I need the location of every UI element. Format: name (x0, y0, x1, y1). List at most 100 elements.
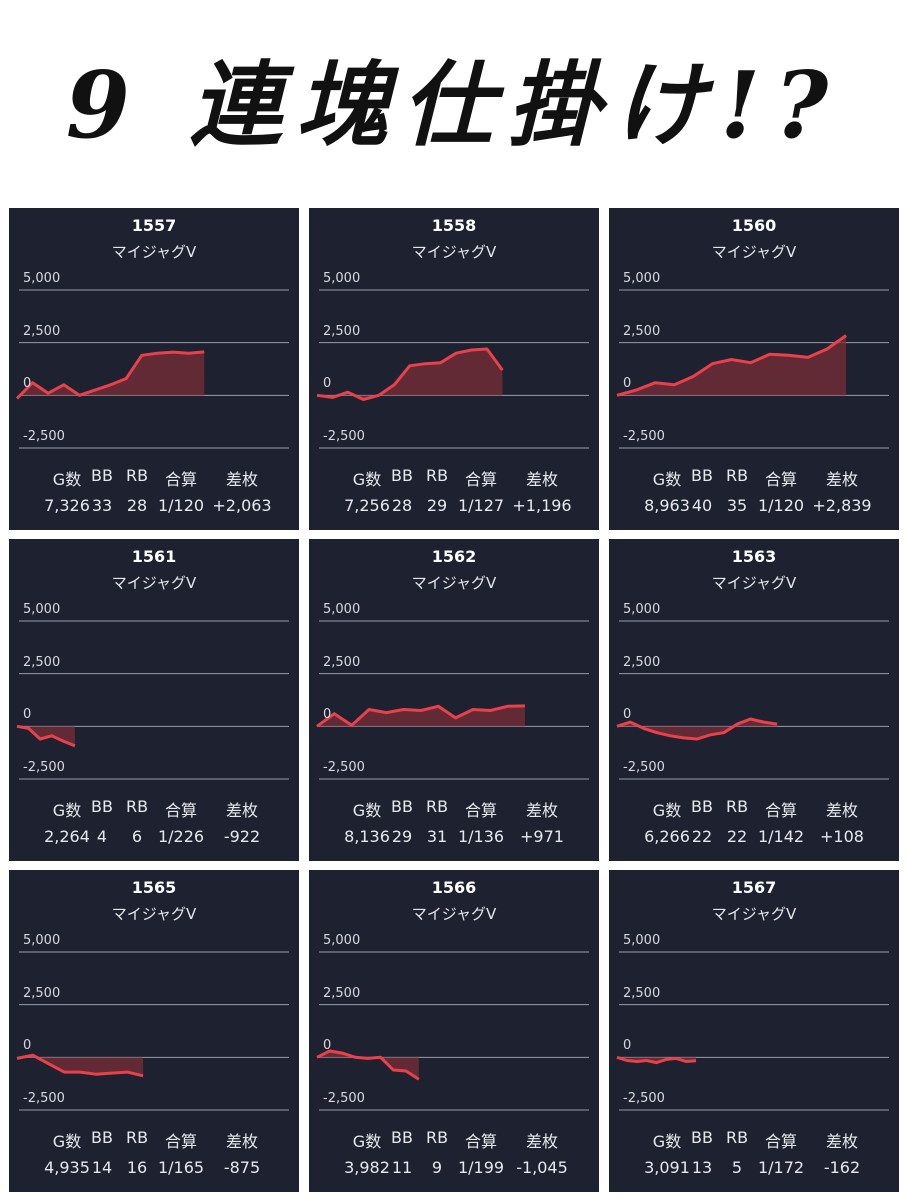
y-tick-label: 0 (323, 376, 332, 392)
stat-header: 合算 (764, 470, 798, 489)
y-tick-label: -2,500 (23, 1091, 65, 1106)
stat-value: 16 (126, 1158, 148, 1177)
stat-header: BB (691, 797, 713, 816)
series-area (317, 1051, 419, 1080)
machine-number: 1561 (131, 547, 177, 566)
y-tick-label: 5,000 (323, 271, 361, 286)
stat-header: RB (125, 466, 149, 485)
stat-header: 差枚 (825, 470, 859, 489)
stat-value: 1/142 (757, 827, 805, 846)
stats-header-row: G数 BB RB 合算 差枚 (309, 797, 599, 820)
machine-number: 1563 (731, 547, 777, 566)
line-chart (16, 951, 289, 1111)
y-tick-label: -2,500 (323, 1091, 365, 1106)
line-chart (616, 951, 889, 1111)
y-tick-label: 2,500 (323, 654, 361, 670)
y-tick-label: -2,500 (623, 1091, 665, 1106)
y-tick-label: -2,500 (323, 429, 365, 444)
machine-panel: 1558 マイジャグV 5,000 2,500 0 -2,500 G数 BB RB 合算 差枚 7,2… (309, 208, 599, 530)
stat-header: BB (691, 1128, 713, 1147)
stats-value-row: 7,256 28 29 1/127 +1,196 (309, 496, 599, 518)
stat-header: 差枚 (225, 1132, 259, 1151)
stat-header: 差枚 (825, 1132, 859, 1151)
machine-model: マイジャグV (411, 905, 497, 923)
machine-number: 1560 (731, 216, 777, 235)
stat-value: 3,091 (644, 1158, 690, 1177)
stat-header: BB (691, 466, 713, 485)
stat-header: BB (391, 797, 413, 816)
machine-panel: 1563 マイジャグV 5,000 2,500 0 -2,500 G数 BB RB 合算 差枚 6,2… (609, 539, 899, 861)
y-tick-label: 5,000 (623, 933, 661, 948)
y-tick-label: -2,500 (323, 760, 365, 775)
line-chart (316, 620, 589, 780)
stat-value: 11 (391, 1158, 413, 1177)
stat-header: BB (91, 1128, 113, 1147)
stats-header-row: G数 BB RB 合算 差枚 (309, 466, 599, 489)
stat-value: 22 (726, 827, 748, 846)
stat-header: BB (391, 466, 413, 485)
stats-header-row: G数 BB RB 合算 差枚 (609, 1128, 899, 1151)
y-tick-label: 2,500 (23, 323, 61, 339)
y-tick-label: 0 (323, 707, 332, 723)
series-line (16, 724, 76, 748)
stat-value: 1/172 (757, 1158, 805, 1177)
stat-header: BB (91, 466, 113, 485)
stat-value: +2,839 (812, 496, 872, 515)
stat-header: RB (725, 466, 749, 485)
stat-value: 8,136 (344, 827, 390, 846)
stat-value: 14 (91, 1158, 113, 1177)
machine-number: 1567 (731, 878, 777, 897)
machine-model: マイジャグV (111, 243, 197, 261)
stat-value: 1/120 (757, 496, 805, 515)
stats-value-row: 4,935 14 16 1/165 -875 (9, 1158, 299, 1180)
stat-value: 1/120 (157, 496, 205, 515)
stat-value: 3,982 (344, 1158, 390, 1177)
stat-header: 合算 (464, 1132, 498, 1151)
series-line (15, 350, 205, 400)
stats-header-row: G数 BB RB 合算 差枚 (309, 1128, 599, 1151)
machine-panel: 1565 マイジャグV 5,000 2,500 0 -2,500 G数 BB RB 合算 差枚 4,9… (9, 870, 299, 1192)
stat-header: G数 (652, 1132, 682, 1151)
line-chart (316, 289, 589, 449)
y-tick-label: 2,500 (23, 985, 61, 1001)
series-line (616, 1055, 697, 1065)
y-tick-label: 0 (623, 1038, 632, 1054)
machine-model: マイジャグV (711, 243, 797, 261)
stat-header: 合算 (164, 1132, 198, 1151)
stat-value: 6,266 (644, 827, 690, 846)
y-tick-label: 5,000 (323, 933, 361, 948)
line-chart (616, 289, 889, 449)
machine-panel: 1567 マイジャグV 5,000 2,500 0 -2,500 G数 BB RB 合算 差枚 3,0… (609, 870, 899, 1192)
stat-header: G数 (652, 470, 682, 489)
machine-panel: 1566 マイジャグV 5,000 2,500 0 -2,500 G数 BB RB 合算 差枚 3,9… (309, 870, 599, 1192)
stat-value: 1/165 (157, 1158, 205, 1177)
page-title: 9 連塊仕掛け!? (65, 50, 843, 159)
stat-header: 合算 (164, 801, 198, 820)
machine-panel: 1560 マイジャグV 5,000 2,500 0 -2,500 G数 BB RB 合算 差枚 8,9… (609, 208, 899, 530)
stat-value: +108 (820, 827, 864, 846)
stat-header: RB (125, 797, 149, 816)
machine-model: マイジャグV (711, 905, 797, 923)
stat-header: G数 (352, 470, 382, 489)
stats-header-row: G数 BB RB 合算 差枚 (609, 797, 899, 820)
stat-value: 13 (691, 1158, 713, 1177)
stat-header: BB (91, 797, 113, 816)
stat-value: 2,264 (44, 827, 90, 846)
stats-header-row: G数 BB RB 合算 差枚 (9, 1128, 299, 1151)
stat-value: 29 (391, 827, 413, 846)
series-area (617, 335, 847, 396)
stat-value: 9 (431, 1158, 443, 1177)
stats-value-row: 8,136 29 31 1/136 +971 (309, 827, 599, 849)
y-tick-label: -2,500 (23, 760, 65, 775)
stat-value: 33 (91, 496, 113, 515)
stat-value: 35 (726, 496, 748, 515)
machine-panel: 1562 マイジャグV 5,000 2,500 0 -2,500 G数 BB RB 合算 差枚 8,1… (309, 539, 599, 861)
stat-value: 1/136 (457, 827, 505, 846)
stat-value: 7,326 (44, 496, 90, 515)
machine-model: マイジャグV (111, 574, 197, 592)
stat-header: RB (725, 797, 749, 816)
stat-header: 差枚 (825, 801, 859, 820)
stat-header: 差枚 (225, 801, 259, 820)
stat-value: 40 (691, 496, 713, 515)
y-tick-label: 5,000 (623, 602, 661, 617)
